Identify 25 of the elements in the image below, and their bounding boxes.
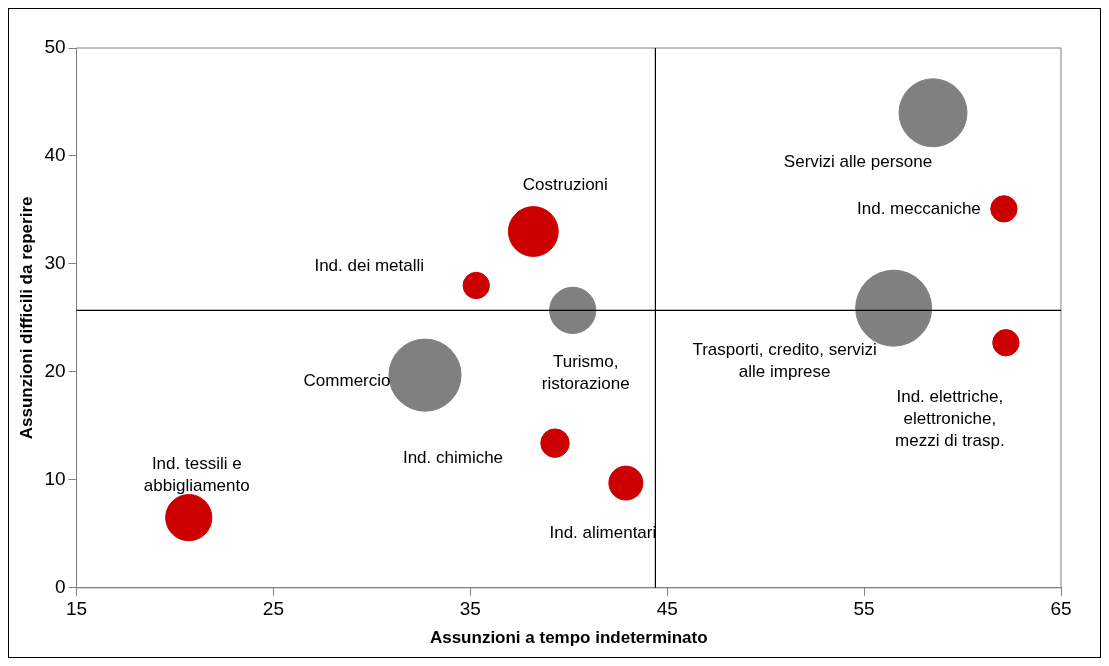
text: Ind. chimiche [402,447,504,467]
y-tick-label: 50 [44,36,66,58]
series-label: Commercio [303,370,391,390]
x-axis-title: Assunzioni a tempo indeterminato [429,628,708,648]
x-tick-label: 25 [262,598,284,620]
series-label: Ind. tessili e abbigliamento [143,454,250,496]
x-tick-label: 15 [65,598,88,620]
y-tick-label: 0 [54,576,66,598]
x-tick-label: 45 [656,598,678,620]
y-tick-label: 10 [44,468,66,490]
series-label: Ind. meccaniche [857,198,981,218]
y-tick-label: 20 [44,360,66,382]
x-tick-label: 55 [853,598,875,620]
text: Ind. dei metalli [314,256,425,276]
series-label: Costruzioni [522,175,608,195]
y-tick-label: 30 [44,252,66,274]
x-tick-label: 65 [1050,598,1072,620]
y-tick-label: 40 [44,144,66,166]
y-axis-title: Assunzioni difficili da reperire [16,196,36,440]
series-label: Ind. alimentari [549,522,657,542]
series-label: Ind. elettriche, elettroniche, mezzi di trasp. [895,387,1005,451]
series-label: Servizi alle persone [783,152,933,172]
series-label: Turismo, ristorazione [541,352,630,394]
x-tick-label: 35 [459,598,481,620]
series-label: Trasporti, credito, servizi alle imprese [692,339,877,381]
